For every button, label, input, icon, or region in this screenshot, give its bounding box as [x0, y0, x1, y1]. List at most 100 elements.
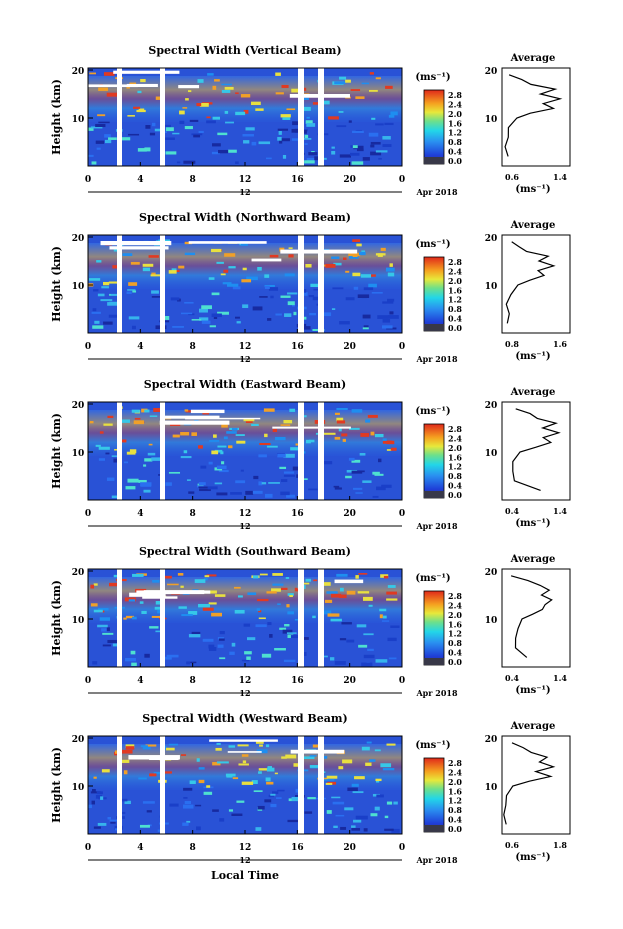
heatmap-cell [351, 161, 364, 165]
heatmap-cell [109, 582, 119, 587]
heatmap-cell [358, 573, 368, 575]
average-title: Average [510, 554, 556, 565]
heatmap-cell [360, 433, 370, 437]
heatmap-cell [277, 453, 286, 458]
heatmap-cell [201, 305, 212, 310]
heatmap-cell [362, 327, 369, 330]
heatmap-cell [131, 409, 140, 413]
heatmap-cell [277, 136, 282, 141]
heatmap-cell [306, 116, 310, 119]
heatmap-cell [115, 828, 119, 831]
heatmap-cell [333, 485, 340, 488]
heatmap-cell [121, 749, 133, 754]
heatmap-cell [241, 659, 250, 662]
heatmap-cell [292, 121, 303, 126]
heatmap-cell [216, 492, 228, 496]
heatmap-cell [99, 431, 104, 434]
heatmap-cell [323, 755, 328, 759]
heatmap-cell [330, 618, 342, 622]
heatmap-cell [374, 433, 384, 438]
heatmap-cell [258, 454, 267, 458]
data-gap [318, 402, 324, 500]
average-profile-line [512, 408, 561, 491]
heatmap-cell [382, 768, 395, 771]
heatmap-cell [272, 428, 278, 433]
heatmap-cell [353, 286, 359, 290]
heatmap-cell [299, 97, 309, 100]
heatmap-cell [390, 111, 398, 116]
heatmap-cell [128, 599, 136, 602]
panel-title: Spectral Width (Northward Beam) [139, 211, 351, 224]
heatmap-cell [104, 134, 111, 138]
heatmap-cell [382, 136, 391, 140]
average-x-tick-label: 0.4 [505, 506, 519, 516]
heatmap-cell [300, 582, 310, 585]
data-gap [117, 736, 122, 834]
heatmap-cell [117, 759, 130, 763]
heatmap-cell [363, 287, 374, 291]
heatmap-cell [220, 273, 226, 276]
heatmap-cell [334, 661, 346, 665]
y-tick-label: 10 [72, 616, 85, 626]
heatmap-cell [211, 612, 223, 617]
heatmap-cell [287, 593, 294, 596]
heatmap-cell [126, 291, 132, 294]
heatmap-cell [269, 254, 279, 258]
heatmap-cell [182, 107, 188, 109]
heatmap-cell [124, 800, 131, 805]
heatmap-cell [338, 766, 344, 770]
heatmap-cell [169, 803, 179, 807]
heatmap-cell [275, 313, 282, 316]
heatmap-cell [235, 92, 239, 95]
heatmap-cell [267, 766, 273, 770]
heatmap-cell [277, 128, 289, 131]
heatmap-cell [234, 316, 240, 319]
x-tick-label: 12 [239, 342, 252, 352]
heatmap-cell [224, 110, 229, 114]
colorbar-tick-label: 0.0 [448, 490, 462, 500]
heatmap-cell [380, 247, 386, 251]
data-gap [159, 420, 230, 425]
heatmap-cell [280, 114, 291, 118]
heatmap-cell [125, 657, 136, 662]
heatmap-cell [183, 450, 188, 454]
heatmap-cell [372, 495, 379, 498]
heatmap-cell [258, 768, 269, 771]
heatmap-cell [365, 762, 372, 766]
heatmap-cell [151, 122, 156, 127]
heatmap-cell [357, 591, 370, 594]
heatmap-cell [109, 819, 118, 822]
heatmap-cell [354, 776, 365, 780]
colorbar-tick-label: 2.4 [448, 600, 462, 610]
heatmap-cell [90, 584, 95, 589]
heatmap-cell [268, 794, 274, 798]
x-tick-label: 4 [137, 342, 143, 352]
heatmap-cell [242, 267, 247, 271]
average-unit: (ms⁻¹) [515, 685, 550, 696]
heatmap-cell [280, 587, 288, 590]
heatmap-cell [170, 297, 180, 301]
heatmap-cell [370, 813, 378, 817]
heatmap-cell [120, 419, 130, 423]
heatmap-cell [306, 157, 315, 161]
heatmap-cell [246, 276, 258, 281]
heatmap-cell [97, 624, 108, 628]
heatmap-cell [93, 776, 97, 779]
heatmap-cell [244, 651, 252, 655]
heatmap-cell [382, 440, 393, 444]
heatmap-cell [303, 652, 307, 656]
heatmap-cell [304, 134, 309, 139]
x-tick-label: 0 [399, 843, 405, 853]
heatmap-cell [196, 826, 201, 831]
heatmap-cell [243, 418, 255, 422]
heatmap-cell [258, 481, 263, 486]
heatmap-cell [199, 308, 208, 313]
heatmap-cell [138, 108, 145, 111]
heatmap-cell [376, 794, 384, 798]
heatmap-cell [137, 90, 142, 94]
heatmap-cell [228, 149, 237, 153]
heatmap-cell [221, 461, 225, 465]
heatmap-cell [308, 488, 318, 491]
heatmap-cell [371, 117, 376, 120]
heatmap-cell [332, 801, 345, 805]
